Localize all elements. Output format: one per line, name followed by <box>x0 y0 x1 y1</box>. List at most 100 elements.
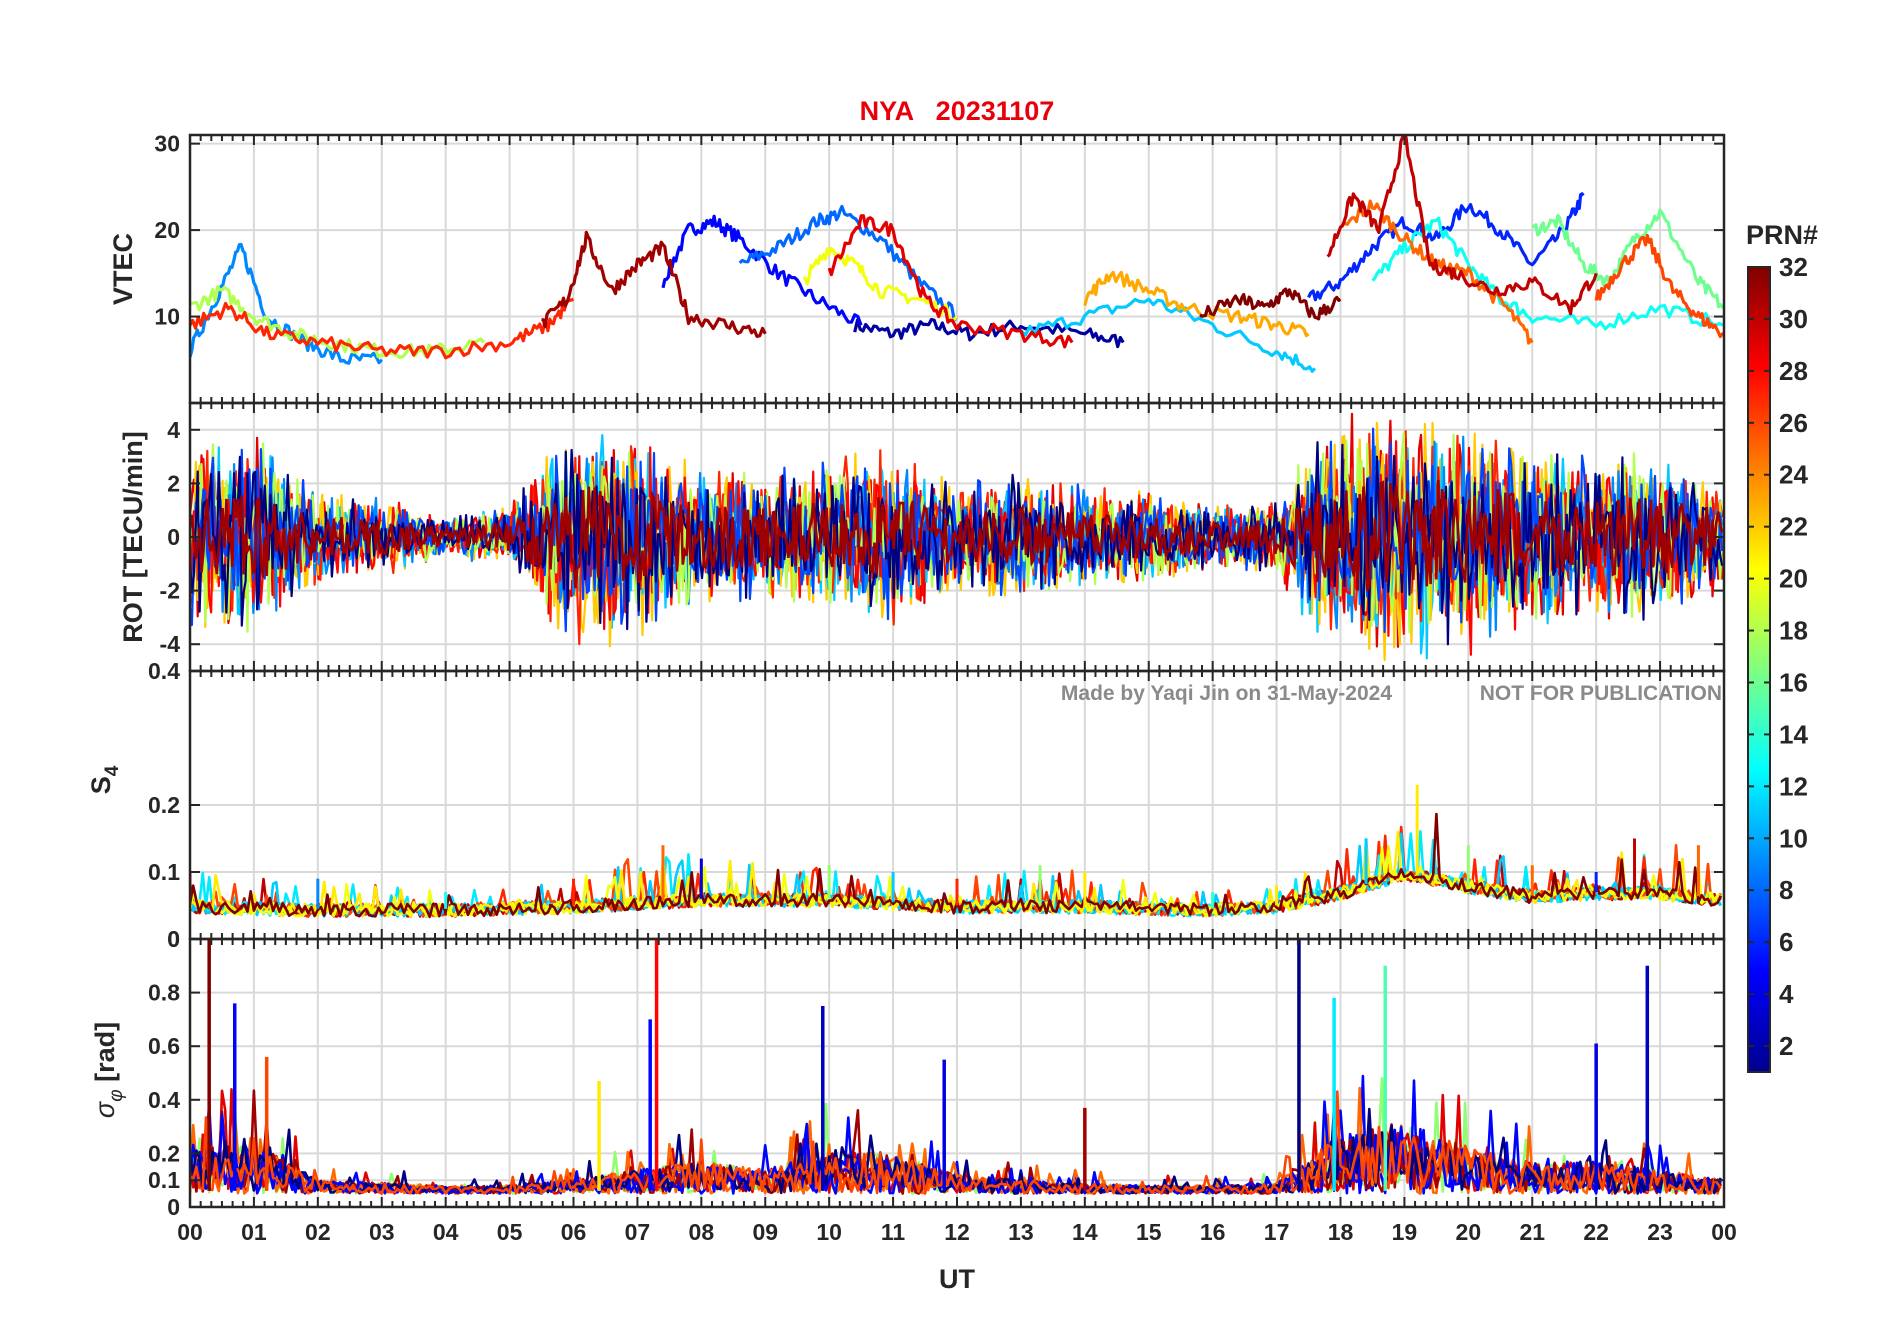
vtec-series-line <box>1199 287 1342 321</box>
sigma_phi-ytick-label: 0.1 <box>148 1167 180 1193</box>
vtec-series-line <box>1019 297 1317 373</box>
x-tick-label: 22 <box>1583 1219 1609 1245</box>
sigma_phi-ytick-top-label: 0 <box>167 926 180 952</box>
rot-series-line <box>190 479 1724 592</box>
rot-series <box>190 412 1724 662</box>
x-tick-label: 15 <box>1136 1219 1162 1245</box>
s4-gridlines <box>190 671 1724 939</box>
rot-series-line <box>190 427 1724 634</box>
colorbar-tick-label: 18 <box>1779 616 1808 646</box>
vtec-ylabel: VTEC <box>108 233 138 305</box>
x-tick-label: 05 <box>497 1219 523 1245</box>
colorbar-tick-label: 14 <box>1779 719 1808 749</box>
colorbar-tick-label: 16 <box>1779 667 1808 697</box>
colorbar-tick-label: 10 <box>1779 823 1808 853</box>
sigma_phi-ytick-label: 0.8 <box>148 980 180 1006</box>
vtec-series-line <box>190 297 575 360</box>
s4-series-line <box>190 812 1722 919</box>
colorbar-tick-label: 32 <box>1779 252 1808 282</box>
s4-ytick-bottom-label: 0 <box>167 926 180 952</box>
colorbar-tick-label: 22 <box>1779 512 1808 542</box>
sigma_phi-ytick-label: 0.4 <box>148 1087 180 1113</box>
x-tick-label: 16 <box>1200 1219 1226 1245</box>
vtec-ticks: 10 20 30 <box>154 131 1725 403</box>
x-tick-label: 02 <box>305 1219 331 1245</box>
colorbar-title: PRN# <box>1746 220 1818 250</box>
vtec-ytick-label: 20 <box>154 217 180 243</box>
vtec-panel: 10 20 30 <box>154 131 1726 405</box>
colorbar <box>1747 266 1771 1073</box>
chart-title: NYA 20231107 <box>860 96 1055 126</box>
x-tick-label: 00 <box>177 1219 203 1245</box>
sigma-phi-series-line <box>190 1105 1722 1195</box>
colorbar-tick-label: 6 <box>1779 927 1793 957</box>
x-tick-label: 13 <box>1008 1219 1034 1245</box>
author-watermark: Made by Yaqi Jin on 31-May-2024 <box>1061 682 1392 705</box>
x-tick-label: 23 <box>1647 1219 1673 1245</box>
sigma-phi-panel: 00.10.20.40.60.80 <box>148 926 1726 1220</box>
colorbar-tick-label: 20 <box>1779 564 1808 594</box>
vtec-series-line <box>1531 208 1724 310</box>
rot-ytick-label: -2 <box>160 578 180 604</box>
sigma_phi-ytick-label: 0 <box>167 1194 180 1220</box>
s4-series <box>190 784 1724 919</box>
vtec-series-line <box>1083 270 1310 338</box>
vtec-series-line <box>802 246 959 323</box>
x-axis-tick-labels: 00 01 02 03 04 05 06 07 08 09 10 11 12 13 14 15 16 17 18 19… <box>177 1219 1737 1245</box>
s4-ytick-top-label: 0.4 <box>148 658 180 684</box>
s4-ticks: 0.1 0.2 0.4 0 <box>148 658 1725 952</box>
colorbar-tick-label: 2 <box>1779 1031 1793 1061</box>
vtec-ytick-label: 10 <box>154 304 180 330</box>
vtec-gridlines <box>190 135 1724 403</box>
vtec-series-line <box>1594 233 1724 339</box>
vtec-series-line <box>827 214 1074 349</box>
vtec-series-line <box>1371 216 1724 331</box>
rot-ytick-label: 0 <box>167 524 180 550</box>
x-tick-label: 06 <box>561 1219 587 1245</box>
sigma-phi-ticks: 00.10.20.40.60.80 <box>148 926 1725 1220</box>
sigma_phi-ytick-label: 0.6 <box>148 1033 180 1059</box>
x-tick-label: 12 <box>944 1219 970 1245</box>
x-tick-label: 07 <box>625 1219 651 1245</box>
x-tick-label: 19 <box>1392 1219 1418 1245</box>
vtec-ytick-label: 30 <box>154 131 180 157</box>
vtec-series-line <box>190 242 383 365</box>
sigma-phi-series <box>190 939 1723 1195</box>
rot-ytick-label: -4 <box>160 631 181 657</box>
colorbar-tick-label: 28 <box>1779 356 1808 386</box>
x-tick-label: 20 <box>1456 1219 1482 1245</box>
vtec-series-line <box>661 214 863 326</box>
x-tick-label: 21 <box>1519 1219 1545 1245</box>
vtec-series-line <box>853 317 1125 349</box>
x-tick-label: 17 <box>1264 1219 1290 1245</box>
sigma_phi-ytick-label: 0.2 <box>148 1140 180 1166</box>
x-axis-label: UT <box>939 1264 975 1294</box>
colorbar-tick-label: 24 <box>1779 460 1808 490</box>
rot-ylabel: ROT [TECU/min] <box>118 431 148 642</box>
colorbar-tick-label: 12 <box>1779 771 1808 801</box>
x-tick-label: 04 <box>433 1219 459 1245</box>
rot-ytick-label: 4 <box>167 417 180 443</box>
x-tick-label: 14 <box>1072 1219 1098 1245</box>
s4-ytick-label: 0.2 <box>148 792 180 818</box>
publication-watermark: NOT FOR PUBLICATION <box>1480 682 1722 705</box>
sigma-phi-series-line <box>190 1090 1722 1195</box>
s4-ylabel: S4 <box>86 765 123 794</box>
x-tick-label: 18 <box>1328 1219 1354 1245</box>
x-tick-label: 11 <box>881 1219 906 1245</box>
vtec-series-line <box>738 204 959 322</box>
colorbar-tick-label: 26 <box>1779 408 1808 438</box>
colorbar-tick-label: 4 <box>1779 979 1794 1009</box>
vtec-series-line <box>541 230 767 338</box>
vtec-series <box>190 135 1724 373</box>
x-tick-label: 01 <box>241 1219 267 1245</box>
x-tick-label: 00 <box>1711 1219 1737 1245</box>
sigma-phi-ylabel: σφ [rad] <box>90 1022 127 1118</box>
colorbar-tick-label: 30 <box>1779 304 1808 334</box>
rot-panel: -4 -2 0 2 4 <box>160 401 1726 673</box>
rot-ytick-label: 2 <box>167 470 180 496</box>
x-tick-label: 03 <box>369 1219 395 1245</box>
colorbar-tick-label: 8 <box>1779 875 1793 905</box>
